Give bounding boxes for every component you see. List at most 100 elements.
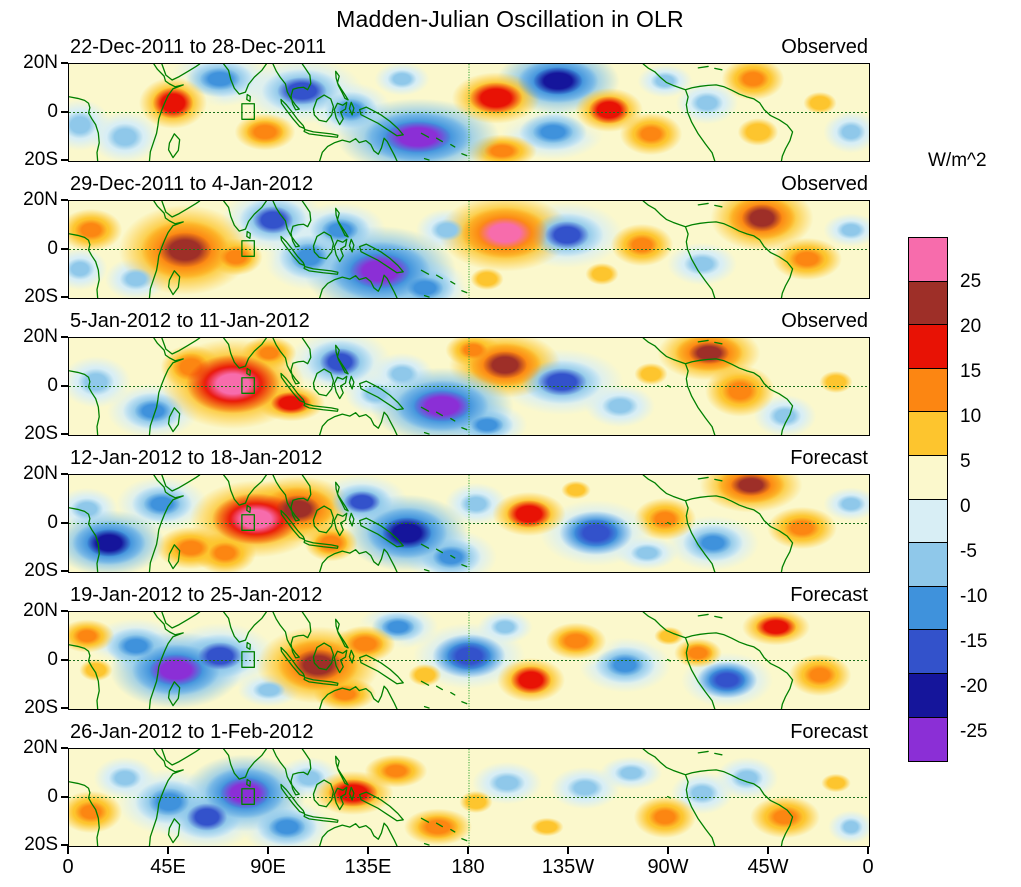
coast-africa	[69, 338, 183, 435]
y-axis-label: 0	[47, 237, 58, 259]
y-axis-tick	[61, 707, 68, 709]
coast-arabia	[162, 338, 200, 354]
x-axis-label: 180	[451, 856, 485, 878]
coast-philippines	[336, 756, 348, 785]
coast-pacific-islands	[421, 681, 466, 708]
y-axis-label: 0	[47, 100, 58, 122]
x-axis-tick	[767, 846, 769, 854]
panel-4-date-range: 12-Jan-2012 to 18-Jan-2012	[70, 447, 323, 469]
colorbar-tick-label: 20	[960, 316, 982, 337]
colorbar-segment	[908, 716, 948, 762]
coast-madagascar	[169, 819, 180, 843]
y-axis-tick	[61, 62, 68, 64]
y-axis-tick	[61, 521, 68, 524]
map-panel-5	[68, 611, 870, 710]
coast-pacific-islands	[421, 133, 466, 160]
colorbar-segment	[908, 673, 948, 719]
coast-sulawesi	[334, 787, 346, 809]
coast-sulawesi	[334, 513, 346, 535]
panel-1-source-label: Observed	[781, 36, 868, 58]
region-box-marker	[242, 652, 254, 668]
coastline-svg	[69, 64, 869, 161]
coast-india	[224, 612, 267, 649]
coast-india	[224, 749, 267, 786]
x-axis-label: 0	[862, 856, 874, 878]
coast-india	[224, 338, 267, 375]
coast-sumatra-java	[281, 99, 338, 137]
coast-south-america	[643, 612, 792, 709]
coast-sumatra-java	[281, 236, 338, 274]
colorbar-tick-label: -5	[960, 541, 977, 562]
coastline-svg	[69, 749, 869, 846]
map-panel-2	[68, 200, 870, 299]
y-axis-label: 0	[47, 374, 58, 396]
chart-title: Madden-Julian Oscillation in OLR	[336, 6, 684, 32]
colorbar-segment	[908, 585, 948, 631]
y-axis-tick	[61, 296, 68, 298]
coast-new-guinea	[349, 239, 403, 272]
coast-indochina	[273, 201, 311, 247]
y-axis-label: 20N	[23, 463, 58, 484]
colorbar-tick-label: 5	[960, 451, 971, 472]
coast-borneo	[313, 643, 333, 670]
panel-1-date-range: 22-Dec-2011 to 28-Dec-2011	[70, 36, 327, 58]
y-axis-label: 0	[47, 511, 58, 533]
x-axis-tick	[567, 846, 569, 854]
panel-row-1: 22-Dec-2011 to 28-Dec-2011 Observed	[68, 36, 870, 162]
y-axis-label: 20N	[23, 326, 58, 347]
coast-sumatra-java	[281, 510, 338, 548]
colorbar-segment	[908, 498, 948, 544]
panel-2-source-label: Observed	[781, 173, 868, 195]
coast-philippines	[336, 71, 348, 100]
colorbar-tick-label: 25	[960, 271, 982, 292]
colorbar-tick-label: -15	[960, 631, 988, 652]
colorbar-segment	[908, 455, 948, 501]
panel-5-source-label: Forecast	[790, 584, 868, 606]
coast-pacific-islands	[421, 270, 466, 297]
coast-borneo	[313, 780, 333, 807]
coast-borneo	[313, 232, 333, 259]
coast-arabia	[162, 64, 200, 80]
y-axis-label: 0	[47, 785, 58, 807]
y-axis-label: 20S	[24, 423, 58, 444]
coast-indochina	[273, 612, 311, 658]
colorbar-tick-label: 15	[960, 361, 982, 382]
coast-sumatra-java	[281, 647, 338, 685]
coast-new-guinea	[349, 650, 403, 683]
panel-4-source-label: Forecast	[790, 447, 868, 469]
x-axis-tick	[867, 846, 869, 854]
x-axis-tick	[367, 846, 369, 854]
coast-australia	[320, 686, 397, 709]
panel-row-6: 26-Jan-2012 to 1-Feb-2012 Forecast	[68, 721, 870, 847]
y-axis-tick	[61, 199, 68, 201]
coast-pacific-islands	[421, 818, 466, 845]
y-axis-tick	[61, 336, 68, 338]
coast-south-america	[643, 749, 792, 846]
map-panel-6	[68, 748, 870, 847]
coast-india	[224, 201, 267, 238]
colorbar-tick-label: -20	[960, 676, 988, 697]
coastline-svg	[69, 338, 869, 435]
coast-arabia	[162, 612, 200, 628]
y-axis-tick	[61, 247, 68, 250]
coast-philippines	[336, 482, 348, 511]
coast-sulawesi	[334, 376, 346, 398]
coast-australia	[320, 823, 397, 846]
coast-africa	[69, 64, 183, 161]
panel-row-3: 5-Jan-2012 to 11-Jan-2012 Observed	[68, 310, 870, 436]
y-axis-label: 20N	[23, 52, 58, 73]
coast-new-guinea	[349, 102, 403, 135]
x-axis-tick	[167, 846, 169, 854]
region-box-marker	[242, 515, 254, 531]
y-axis-tick	[61, 844, 68, 846]
coast-borneo	[313, 506, 333, 533]
coast-pacific-islands	[421, 544, 466, 571]
colorbar-segment	[908, 237, 948, 282]
panel-6-date-range: 26-Jan-2012 to 1-Feb-2012	[70, 721, 314, 743]
coast-madagascar	[169, 408, 180, 432]
y-axis-label: 20N	[23, 600, 58, 621]
colorbar-segment	[908, 324, 948, 370]
y-axis-tick	[61, 473, 68, 475]
colorbar-tick-label: -25	[960, 721, 988, 742]
coast-arabia	[162, 749, 200, 765]
